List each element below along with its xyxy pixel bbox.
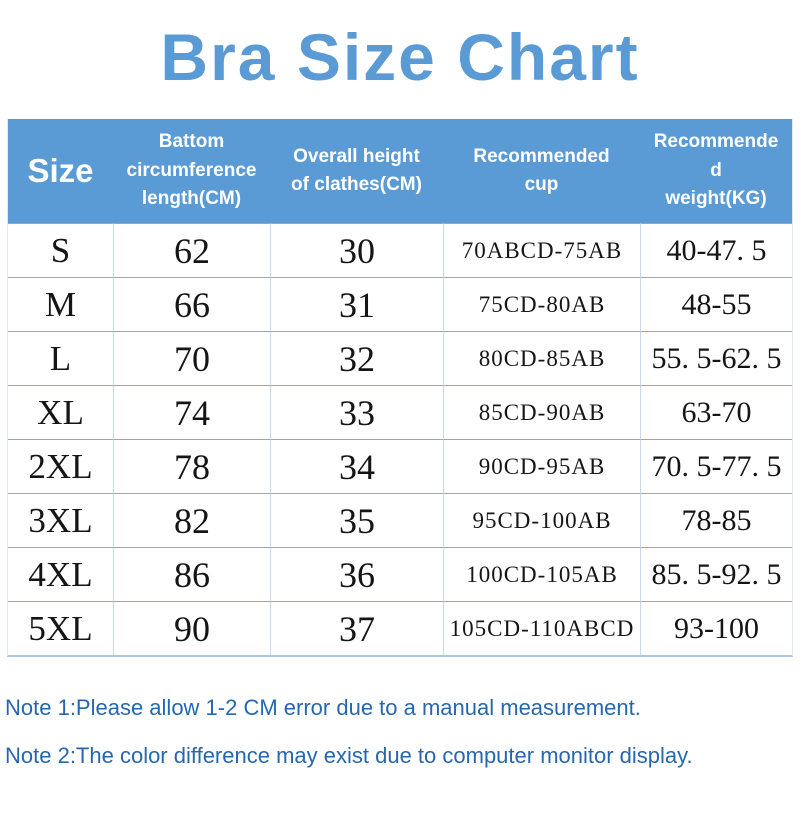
table-row: 2XL 78 34 90CD-95AB 70. 5-77. 5 — [8, 439, 792, 494]
header-label-line: length(CM) — [141, 188, 242, 210]
header-label-line: of clathes(CM) — [291, 174, 422, 196]
table-header-row: Size Battom circumference length(CM) Overall… — [8, 119, 792, 224]
cell-overall-height-cm: 32 — [270, 331, 443, 386]
header-label-line: Overall height — [293, 145, 420, 167]
column-header-recommended-cup: Recommended cup — [443, 119, 640, 224]
size-chart-table: Size Battom circumference length(CM) Overall… — [7, 119, 793, 658]
header-label-line: weight(KG) — [665, 188, 767, 210]
cell-recommended-weight-kg: 78-85 — [640, 493, 792, 548]
cell-overall-height-cm: 33 — [270, 385, 443, 440]
header-label-line: Recommended — [473, 145, 610, 167]
cell-size: L — [8, 331, 113, 385]
table-row: L 70 32 80CD-85AB 55. 5-62. 5 — [8, 331, 792, 386]
cell-overall-height-cm: 30 — [270, 223, 443, 278]
cell-size: 3XL — [8, 493, 113, 547]
table-row: XL 74 33 85CD-90AB 63-70 — [8, 385, 792, 440]
cell-recommended-cup: 80CD-85AB — [443, 331, 640, 386]
column-header-size: Size — [8, 119, 113, 224]
cell-size: M — [8, 277, 113, 331]
cell-bottom-circumference-cm: 90 — [113, 601, 270, 656]
cell-recommended-weight-kg: 93-100 — [640, 601, 792, 656]
header-label-line: Battom — [158, 131, 225, 153]
cell-recommended-cup: 90CD-95AB — [443, 439, 640, 494]
page-title: Bra Size Chart — [160, 20, 640, 94]
column-header-bottom-circumference: Battom circumference length(CM) — [113, 119, 270, 224]
cell-recommended-weight-kg: 40-47. 5 — [640, 223, 792, 278]
cell-bottom-circumference-cm: 62 — [113, 223, 270, 278]
header-label-line: circumference — [126, 159, 257, 181]
cell-size: S — [8, 223, 113, 277]
size-chart-page: Bra Size Chart Size Battom circumference le… — [0, 20, 800, 820]
cell-overall-height-cm: 31 — [270, 277, 443, 332]
cell-overall-height-cm: 36 — [270, 547, 443, 602]
header-label-line: Recommende — [653, 131, 779, 153]
cell-bottom-circumference-cm: 78 — [113, 439, 270, 494]
cell-bottom-circumference-cm: 70 — [113, 331, 270, 386]
note-1: Note 1:Please allow 1-2 CM error due to … — [5, 695, 641, 721]
header-label-line: cup — [524, 174, 559, 196]
cell-bottom-circumference-cm: 86 — [113, 547, 270, 602]
cell-recommended-weight-kg: 48-55 — [640, 277, 792, 332]
table-row: M 66 31 75CD-80AB 48-55 — [8, 277, 792, 332]
column-header-recommended-weight: Recommende d weight(KG) — [640, 119, 792, 224]
cell-bottom-circumference-cm: 66 — [113, 277, 270, 332]
cell-recommended-cup: 75CD-80AB — [443, 277, 640, 332]
table-row: S 62 30 70ABCD-75AB 40-47. 5 — [8, 223, 792, 278]
notes-section: Note 1:Please allow 1-2 CM error due to … — [5, 695, 800, 769]
cell-recommended-weight-kg: 63-70 — [640, 385, 792, 440]
header-label-line: d — [710, 159, 722, 181]
column-header-overall-height: Overall height of clathes(CM) — [270, 119, 443, 224]
cell-bottom-circumference-cm: 74 — [113, 385, 270, 440]
cell-size: 5XL — [8, 601, 113, 655]
cell-bottom-circumference-cm: 82 — [113, 493, 270, 548]
note-2: Note 2:The color difference may exist du… — [5, 742, 693, 768]
cell-recommended-cup: 100CD-105AB — [443, 547, 640, 602]
table-row: 3XL 82 35 95CD-100AB 78-85 — [8, 493, 792, 548]
cell-recommended-weight-kg: 85. 5-92. 5 — [640, 547, 792, 602]
cell-size: 2XL — [8, 439, 113, 493]
cell-overall-height-cm: 37 — [270, 601, 443, 656]
cell-recommended-cup: 85CD-90AB — [443, 385, 640, 440]
cell-overall-height-cm: 35 — [270, 493, 443, 548]
cell-recommended-weight-kg: 55. 5-62. 5 — [640, 331, 792, 386]
cell-recommended-cup: 105CD-110ABCD — [443, 601, 640, 656]
cell-recommended-cup: 70ABCD-75AB — [443, 223, 640, 278]
table-row: 5XL 90 37 105CD-110ABCD 93-100 — [8, 601, 792, 656]
cell-overall-height-cm: 34 — [270, 439, 443, 494]
cell-recommended-cup: 95CD-100AB — [443, 493, 640, 548]
cell-size: XL — [8, 385, 113, 439]
table-row: 4XL 86 36 100CD-105AB 85. 5-92. 5 — [8, 547, 792, 602]
header-label-line: Size — [27, 152, 94, 190]
cell-size: 4XL — [8, 547, 113, 601]
cell-recommended-weight-kg: 70. 5-77. 5 — [640, 439, 792, 494]
